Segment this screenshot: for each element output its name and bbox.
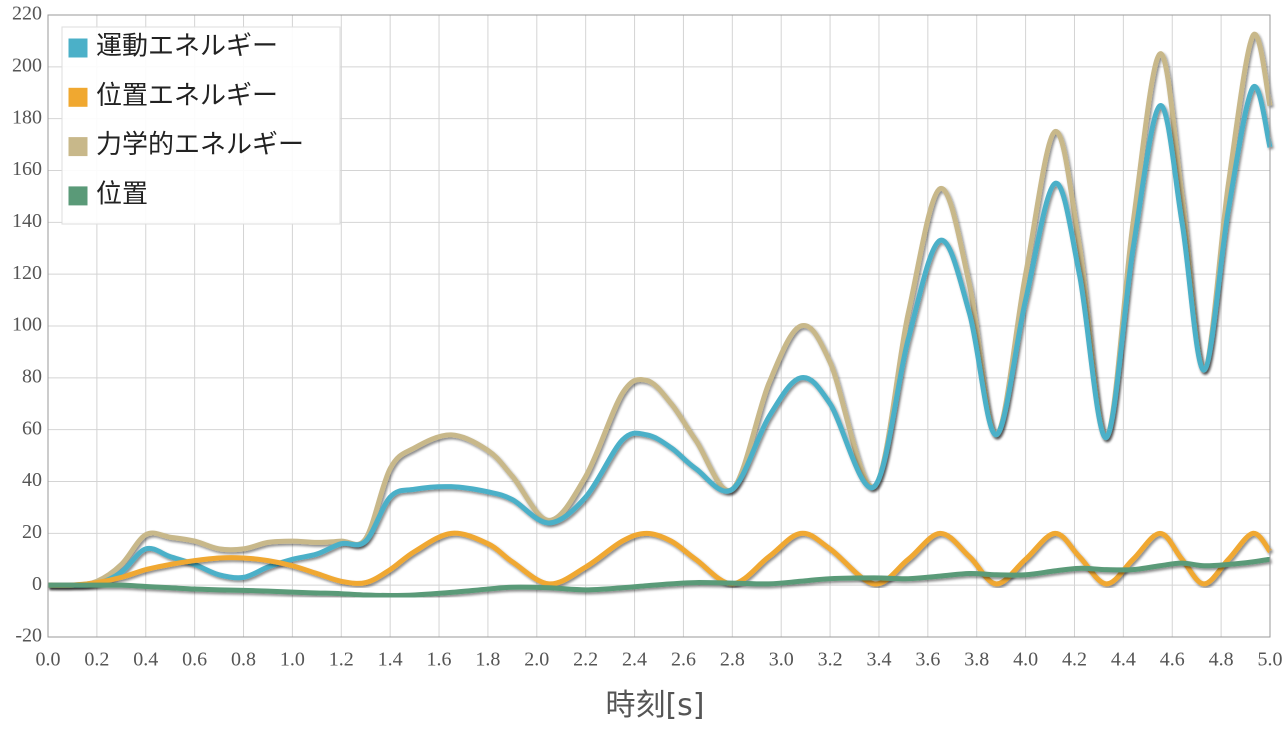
y-tick-label: 80 — [22, 365, 42, 387]
y-tick-label: 200 — [12, 54, 42, 76]
x-tick-label: 2.4 — [622, 649, 647, 671]
legend-label: 運動エネルギー — [96, 32, 278, 62]
legend-swatch — [67, 185, 89, 207]
x-tick-label: 0.4 — [133, 649, 158, 671]
legend-label: 力学的エネルギー — [96, 130, 304, 160]
x-tick-label: 4.0 — [1013, 649, 1038, 671]
x-tick-label: 4.4 — [1111, 649, 1136, 671]
x-tick-label: 1.2 — [329, 649, 354, 671]
legend-label: 位置 — [96, 179, 148, 209]
y-tick-label: 140 — [12, 210, 42, 232]
x-tick-label: 2.8 — [720, 649, 745, 671]
y-tick-label: 40 — [22, 469, 42, 491]
y-tick-label: 180 — [12, 106, 42, 128]
x-tick-label: 3.4 — [866, 649, 891, 671]
x-axis-label: 時刻[s] — [605, 688, 704, 723]
legend-box — [61, 26, 341, 225]
x-tick-label: 2.0 — [524, 649, 549, 671]
x-tick-label: 3.6 — [915, 649, 940, 671]
series-line — [47, 556, 1271, 599]
y-tick-label: 220 — [12, 3, 42, 25]
plot-frame — [47, 14, 1271, 638]
x-tick-label: 4.8 — [1209, 649, 1234, 671]
x-tick-label: 3.8 — [964, 649, 989, 671]
series-line — [47, 83, 1273, 588]
legend-swatch — [67, 37, 89, 59]
x-tick-label: 5.0 — [1258, 649, 1283, 671]
x-tick-label: 4.6 — [1160, 649, 1185, 671]
x-tick-label: 0.6 — [182, 649, 207, 671]
x-tick-label: 2.2 — [573, 649, 598, 671]
lines — [47, 31, 1273, 599]
x-tick-label: 3.2 — [818, 649, 843, 671]
y-tick-label: -20 — [15, 625, 42, 647]
ticks: -20 0 20 40 60 80 100 120 140 160 180 200 220 0.0 0.2 0… — [12, 3, 1283, 671]
x-tick-label: 1.6 — [427, 649, 452, 671]
x-tick-label: 4.2 — [1062, 649, 1087, 671]
legend-swatch — [67, 136, 89, 158]
x-tick-label: 1.0 — [280, 649, 305, 671]
y-tick-label: 120 — [12, 262, 42, 284]
x-tick-label: 0.8 — [231, 649, 256, 671]
x-tick-label: 1.4 — [378, 649, 403, 671]
y-tick-label: 160 — [12, 158, 42, 180]
y-tick-label: 20 — [22, 521, 42, 543]
legend-label: 位置エネルギー — [96, 81, 278, 111]
x-tick-label: 0.2 — [84, 649, 109, 671]
legend-swatch — [67, 86, 89, 108]
y-tick-label: 100 — [12, 314, 42, 336]
series-line — [47, 530, 1272, 588]
x-tick-label: 3.0 — [769, 649, 794, 671]
y-tick-label: 60 — [22, 417, 42, 439]
x-tick-label: 0.0 — [36, 649, 61, 671]
x-tick-label: 2.6 — [671, 649, 696, 671]
x-tick-label: 1.8 — [475, 649, 500, 671]
series-line — [47, 31, 1273, 588]
y-tick-label: 0 — [32, 573, 42, 595]
